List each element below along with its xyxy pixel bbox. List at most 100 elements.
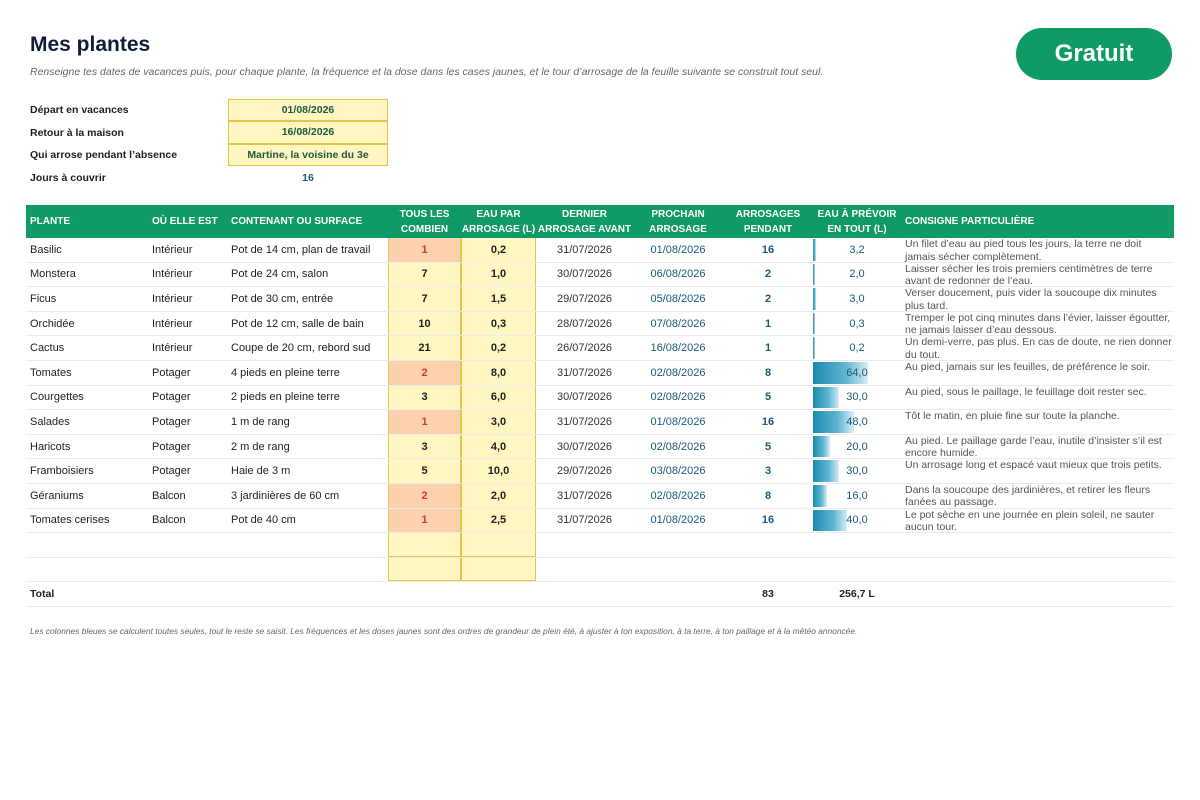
- header-frequence-line1: TOUS LES: [399, 208, 450, 220]
- plant-instruction: Au pied, jamais sur les feuilles, de pré…: [905, 360, 1151, 373]
- empty-cell: [148, 533, 227, 557]
- plant-container: Haie de 3 m: [231, 465, 291, 478]
- dose-input[interactable]: 2,0: [461, 483, 536, 508]
- watering-count: 16: [761, 415, 775, 428]
- dose-input[interactable]: 3,0: [461, 410, 536, 434]
- header-frequence-line2: COMBIEN: [400, 223, 449, 235]
- last-watering: 29/07/2026: [556, 465, 613, 478]
- empty-frequence-input[interactable]: [388, 533, 461, 557]
- frequency-input[interactable]: 2: [388, 360, 461, 385]
- plant-instruction: Un arrosage long et espacé vaut mieux qu…: [905, 459, 1162, 472]
- plant-location: Intérieur: [152, 317, 193, 330]
- header-ou[interactable]: OÙ ELLE EST: [152, 216, 218, 227]
- table-row: Ficus Intérieur Pot de 30 cm, entrée 7 1,5 29…: [26, 287, 1174, 312]
- header-arrosages-line2: PENDANT: [743, 223, 793, 235]
- frequency-input[interactable]: 3: [388, 434, 461, 459]
- water-total-value: 64,0: [846, 366, 868, 379]
- header-dose[interactable]: EAU PAR ARROSAGE (L): [461, 205, 536, 238]
- total-arrosages: 83: [762, 588, 774, 601]
- plant-container: Pot de 14 cm, plan de travail: [231, 243, 371, 256]
- dose-input[interactable]: 0,3: [461, 311, 536, 336]
- water-total: 3,0: [813, 287, 901, 311]
- plant-instruction: Laisser sécher les trois premiers centim…: [905, 262, 1153, 288]
- last-watering: 29/07/2026: [556, 292, 613, 305]
- dose-input[interactable]: 2,5: [461, 508, 536, 533]
- frequency-input[interactable]: 5: [388, 459, 461, 483]
- frequency-input[interactable]: 3: [388, 385, 461, 410]
- next-watering: 01/08/2026: [650, 243, 706, 256]
- frequency-input[interactable]: 1: [388, 410, 461, 434]
- info-row-return: Retour à la maison 16/08/2026: [30, 121, 388, 145]
- water-databar: [813, 288, 816, 310]
- dose-input[interactable]: 8,0: [461, 360, 536, 385]
- table-row: Monstera Intérieur Pot de 24 cm, salon 7 1,0…: [26, 262, 1174, 288]
- plant-location: Balcon: [152, 489, 186, 502]
- dose-input[interactable]: 1,5: [461, 287, 536, 311]
- waterer-input[interactable]: Martine, la voisine du 3e: [228, 143, 388, 166]
- empty-dose-input[interactable]: [461, 533, 536, 557]
- water-total: 0,3: [813, 312, 901, 336]
- empty-cell: [26, 533, 148, 557]
- plant-name: Haricots: [30, 440, 71, 453]
- page-subtitle: Renseigne tes dates de vacances puis, po…: [30, 66, 824, 78]
- departure-date-input[interactable]: 01/08/2026: [228, 98, 388, 121]
- frequency-input[interactable]: 7: [388, 287, 461, 311]
- water-databar: [813, 509, 847, 532]
- empty-row: [26, 533, 1174, 558]
- empty-dose-input[interactable]: [461, 557, 536, 582]
- next-watering: 03/08/2026: [650, 465, 706, 478]
- plant-name: Tomates cerises: [30, 514, 110, 527]
- next-watering: 01/08/2026: [650, 514, 706, 527]
- water-total-value: 40,0: [846, 514, 868, 527]
- last-watering: 30/07/2026: [556, 391, 613, 404]
- plant-name: Ficus: [30, 292, 57, 305]
- dose-input[interactable]: 4,0: [461, 434, 536, 459]
- watering-count: 5: [764, 440, 772, 453]
- header-consigne[interactable]: CONSIGNE PARTICULIÈRE: [905, 216, 1035, 227]
- plant-instruction: Au pied. Le paillage garde l’eau, inutil…: [905, 434, 1162, 460]
- frequency-input[interactable]: 1: [388, 508, 461, 533]
- dose-input[interactable]: 1,0: [461, 262, 536, 287]
- water-total: 64,0: [813, 361, 901, 385]
- header-contenant[interactable]: CONTENANT OU SURFACE: [231, 216, 363, 227]
- water-total: 16,0: [813, 484, 901, 508]
- free-badge[interactable]: Gratuit: [1016, 28, 1172, 80]
- dose-input[interactable]: 0,2: [461, 238, 536, 262]
- dose-input[interactable]: 10,0: [461, 459, 536, 483]
- water-total: 2,0: [813, 263, 901, 287]
- table-row: Salades Potager 1 m de rang 1 3,0 31/07/2026 0…: [26, 410, 1174, 435]
- plant-location: Balcon: [152, 514, 186, 527]
- frequency-input[interactable]: 7: [388, 262, 461, 287]
- water-total: 30,0: [813, 386, 901, 410]
- return-date-input[interactable]: 16/08/2026: [228, 121, 388, 144]
- empty-cell: [227, 558, 388, 582]
- dose-input[interactable]: 6,0: [461, 385, 536, 410]
- frequency-input[interactable]: 10: [388, 311, 461, 336]
- empty-frequence-input[interactable]: [388, 557, 461, 582]
- next-watering: 02/08/2026: [650, 366, 706, 379]
- header-frequence[interactable]: TOUS LES COMBIEN: [388, 205, 461, 238]
- water-total-value: 0,3: [849, 317, 865, 330]
- watering-count: 2: [764, 268, 772, 281]
- next-watering: 02/08/2026: [650, 440, 706, 453]
- watering-count: 2: [764, 292, 772, 305]
- header-dose-line2: ARROSAGE (L): [461, 223, 536, 235]
- plant-container: 4 pieds en pleine terre: [231, 366, 340, 379]
- header-plante[interactable]: PLANTE: [30, 216, 70, 227]
- plant-instruction: Un demi-verre, pas plus. En cas de doute…: [905, 336, 1172, 361]
- watering-count: 16: [761, 514, 775, 527]
- water-databar: [813, 361, 868, 384]
- header-prochain[interactable]: PROCHAIN ARROSAGE: [633, 205, 723, 238]
- header-eau-total[interactable]: EAU À PRÉVOIR EN TOUT (L): [813, 205, 901, 238]
- dose-input[interactable]: 0,2: [461, 336, 536, 360]
- plant-instruction: Le pot sèche en une journée en plein sol…: [905, 508, 1155, 534]
- frequency-input[interactable]: 1: [388, 238, 461, 262]
- header-arrosages[interactable]: ARROSAGES PENDANT: [723, 205, 813, 238]
- plant-location: Intérieur: [152, 243, 193, 256]
- plant-instruction: Au pied, sous le paillage, le feuillage …: [905, 385, 1147, 398]
- info-row-waterer: Qui arrose pendant l’absence Martine, la…: [30, 143, 388, 167]
- frequency-input[interactable]: 2: [388, 483, 461, 508]
- header-dernier[interactable]: DERNIER ARROSAGE AVANT: [536, 205, 633, 238]
- plant-name: Géraniums: [30, 489, 84, 502]
- frequency-input[interactable]: 21: [388, 336, 461, 360]
